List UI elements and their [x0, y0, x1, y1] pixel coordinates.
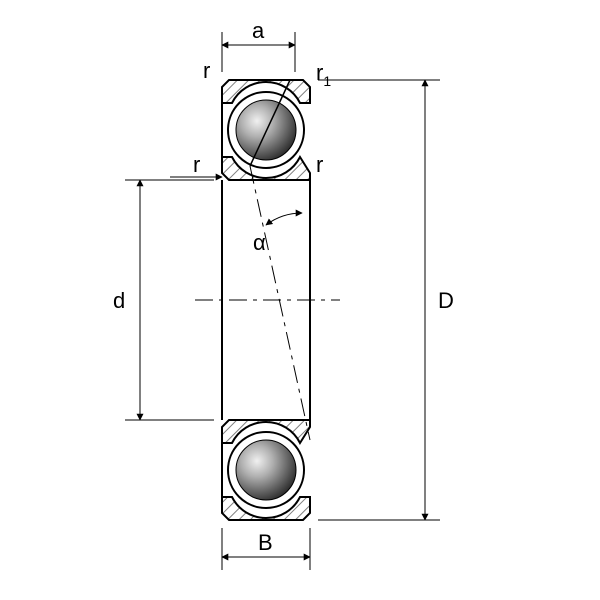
svg-text:r1: r1	[316, 60, 331, 89]
ball-bottom	[236, 440, 296, 500]
angle-alpha: α	[253, 213, 302, 255]
bearing-diagram: a B d D α r r r r1	[0, 0, 600, 600]
callout-r-top-left: r	[203, 58, 210, 83]
label-D: D	[438, 288, 454, 313]
dimension-a: a	[222, 18, 295, 72]
svg-text:r: r	[316, 152, 323, 177]
top-ring-section	[222, 80, 310, 180]
callout-r-inner-right: r	[316, 152, 323, 177]
bottom-ring-section	[222, 420, 310, 520]
contact-axis	[250, 166, 310, 440]
label-alpha: α	[253, 230, 266, 255]
label-a: a	[252, 18, 265, 43]
label-B: B	[258, 530, 273, 555]
label-d: d	[113, 288, 125, 313]
callout-r-inner-left: r	[170, 152, 222, 177]
dimension-B: B	[222, 528, 310, 570]
svg-text:r: r	[193, 152, 200, 177]
svg-text:r: r	[203, 58, 210, 83]
callout-r1-top-right: r1	[316, 60, 331, 89]
